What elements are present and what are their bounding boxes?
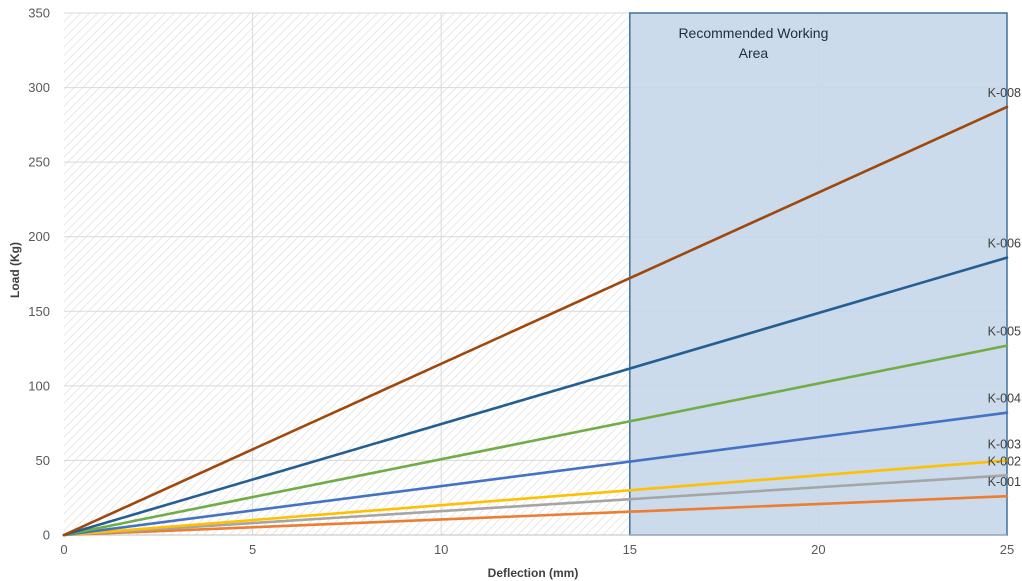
x-tick-label: 5 <box>249 542 256 557</box>
series-label-k-001: K-001 <box>988 475 1021 489</box>
y-axis-title: Load (Kg) <box>8 242 22 298</box>
y-tick-label: 50 <box>36 453 50 468</box>
x-tick-label: 15 <box>623 542 637 557</box>
y-tick-label: 250 <box>28 155 50 170</box>
y-tick-label: 350 <box>28 6 50 21</box>
x-axis-title: Deflection (mm) <box>488 566 579 580</box>
hatched-background <box>64 13 630 535</box>
series-label-k-003: K-003 <box>988 437 1021 451</box>
recommended-area-label: Recommended Working <box>678 25 828 41</box>
series-label-k-004: K-004 <box>988 392 1021 406</box>
series-label-k-008: K-008 <box>988 86 1021 100</box>
y-tick-label: 200 <box>28 229 50 244</box>
y-tick-label: 150 <box>28 304 50 319</box>
x-tick-label: 20 <box>811 542 825 557</box>
x-tick-label: 10 <box>434 542 448 557</box>
series-label-k-002: K-002 <box>988 454 1021 468</box>
series-label-k-006: K-006 <box>988 237 1021 251</box>
y-tick-label: 100 <box>28 378 50 393</box>
x-tick-label: 25 <box>1000 542 1014 557</box>
y-tick-label: 0 <box>43 528 50 543</box>
x-tick-label: 0 <box>60 542 67 557</box>
y-tick-label: 300 <box>28 80 50 95</box>
series-label-k-005: K-005 <box>988 325 1021 339</box>
recommended-area-label: Area <box>739 45 769 61</box>
